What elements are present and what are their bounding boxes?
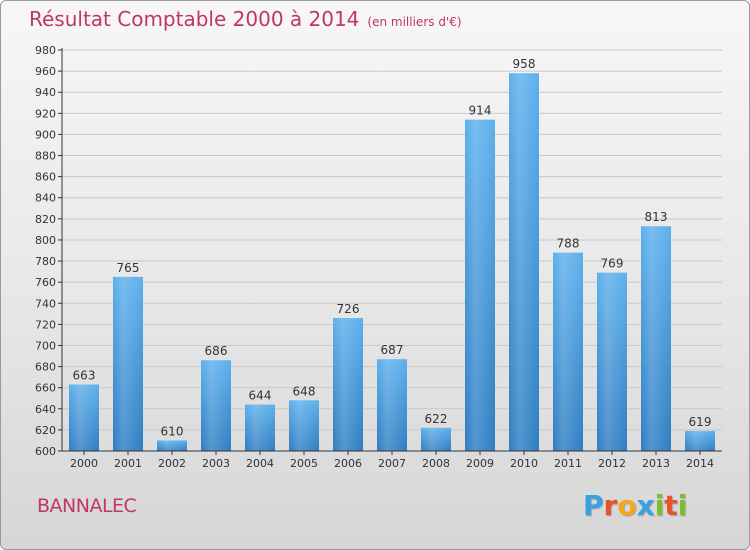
bar-shine-2013 (641, 226, 671, 451)
x-tick-label-2006: 2006 (334, 457, 362, 470)
logo-letter: x (636, 489, 655, 522)
y-tick-label-920: 920 (35, 107, 56, 120)
y-tick-label-740: 740 (35, 297, 56, 310)
x-tick-label-2013: 2013 (642, 457, 670, 470)
y-tick-label-960: 960 (35, 65, 56, 78)
axes (61, 48, 722, 452)
logo-letter: i (654, 489, 665, 522)
y-tick-label-880: 880 (35, 150, 56, 163)
data-label-2005: 648 (293, 384, 316, 398)
bar-shine-2006 (333, 318, 363, 451)
x-tick-label-2014: 2014 (686, 457, 714, 470)
bar-shine-2010 (509, 73, 539, 451)
y-tick-label-660: 660 (35, 382, 56, 395)
y-tick-label-720: 720 (35, 318, 56, 331)
x-tick-label-2004: 2004 (246, 457, 274, 470)
data-labels: 663 765 610 686 644 648 726 687 622 914 958 788 769 8… (73, 57, 712, 438)
x-tick-label-2012: 2012 (598, 457, 626, 470)
data-label-2004: 644 (249, 389, 272, 403)
y-axis-ticks: 600 620 640 660 680 700 720 740 760 780 800 820 840 8… (35, 44, 62, 458)
y-tick-label-800: 800 (35, 234, 56, 247)
x-tick-label-2008: 2008 (422, 457, 450, 470)
data-label-2003: 686 (205, 344, 228, 358)
data-label-2013: 813 (645, 210, 668, 224)
x-tick-label-2010: 2010 (510, 457, 538, 470)
x-tick-label-2005: 2005 (290, 457, 318, 470)
logo-letter: i (677, 489, 688, 522)
data-label-2010: 958 (513, 57, 536, 71)
y-tick-label-640: 640 (35, 403, 56, 416)
commune-name: BANNALEC (37, 495, 137, 517)
y-tick-label-840: 840 (35, 192, 56, 205)
bar-shine-2008 (421, 427, 451, 451)
data-label-2006: 726 (337, 302, 360, 316)
y-tick-label-760: 760 (35, 276, 56, 289)
data-label-2011: 788 (557, 237, 580, 251)
data-label-2008: 622 (425, 412, 448, 426)
logo-letter: P (583, 489, 604, 522)
y-tick-label-900: 900 (35, 128, 56, 141)
chart-title-text: Résultat Comptable 2000 à 2014 (29, 7, 360, 31)
x-tick-label-2003: 2003 (202, 457, 230, 470)
bar-shine-2000 (69, 384, 99, 451)
x-axis-ticks: 2000 2001 2002 2003 2004 2005 2006 2007 2008 2009… (70, 451, 714, 470)
y-tick-label-680: 680 (35, 361, 56, 374)
bar-shine-2003 (201, 360, 231, 451)
data-label-2014: 619 (689, 415, 712, 429)
bar-shine-2014 (685, 430, 715, 451)
x-tick-label-2001: 2001 (114, 457, 142, 470)
bar-shine-2001 (113, 276, 143, 451)
bar-shine-2009 (465, 119, 495, 451)
logo-letter: o (617, 489, 637, 522)
y-tick-label-600: 600 (35, 445, 56, 458)
chart-subtitle: (en milliers d'€) (367, 15, 462, 29)
logo-letter: r (603, 489, 618, 522)
bar-shine-2012 (597, 272, 627, 451)
data-label-2001: 765 (117, 261, 140, 275)
bar-shine-2005 (289, 400, 319, 451)
x-tick-label-2007: 2007 (378, 457, 406, 470)
x-tick-label-2002: 2002 (158, 457, 186, 470)
y-tick-label-780: 780 (35, 255, 56, 268)
y-tick-label-860: 860 (35, 171, 56, 184)
data-label-2007: 687 (381, 343, 404, 357)
x-tick-label-2000: 2000 (70, 457, 98, 470)
y-tick-label-980: 980 (35, 44, 56, 57)
bar-shine-2007 (377, 359, 407, 451)
y-tick-label-820: 820 (35, 213, 56, 226)
y-tick-label-620: 620 (35, 424, 56, 437)
data-label-2000: 663 (73, 369, 96, 383)
logo-letter: t (664, 489, 678, 522)
chart-title: Résultat Comptable 2000 à 2014 (en millie… (29, 7, 462, 31)
bar-shine-2002 (157, 440, 187, 451)
data-label-2002: 610 (161, 424, 184, 438)
bar-shine-2011 (553, 252, 583, 451)
data-label-2009: 914 (469, 104, 492, 118)
data-label-2012: 769 (601, 257, 624, 271)
y-tick-label-700: 700 (35, 339, 56, 352)
y-tick-label-940: 940 (35, 86, 56, 99)
x-tick-label-2011: 2011 (554, 457, 582, 470)
x-tick-label-2009: 2009 (466, 457, 494, 470)
bar-shine-2004 (245, 404, 275, 451)
proxiti-logo: Proxiti (583, 489, 687, 522)
bars (69, 73, 715, 451)
